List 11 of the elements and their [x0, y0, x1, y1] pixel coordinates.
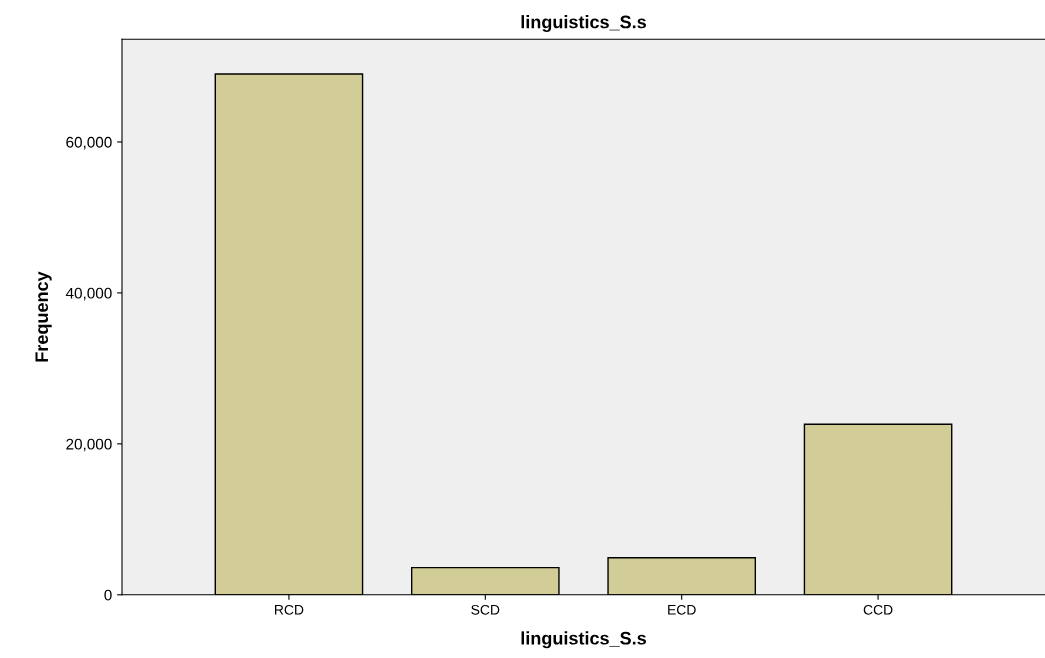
x-axis-title: linguistics_S.s	[521, 631, 646, 649]
x-tick-label: ECD	[668, 604, 696, 615]
y-tick-label: 20,000	[66, 438, 112, 452]
chart-title: linguistics_S.s	[521, 15, 646, 33]
x-tick-label: RCD	[275, 604, 304, 615]
y-axis-title: Frequency	[35, 271, 52, 362]
x-tick-label: CCD	[863, 604, 893, 615]
y-tick-label: 40,000	[65, 287, 112, 301]
y-tick-label: 60,000	[66, 136, 112, 150]
y-tick-label: 0	[104, 589, 112, 601]
x-tick-label: SCD	[471, 604, 500, 615]
